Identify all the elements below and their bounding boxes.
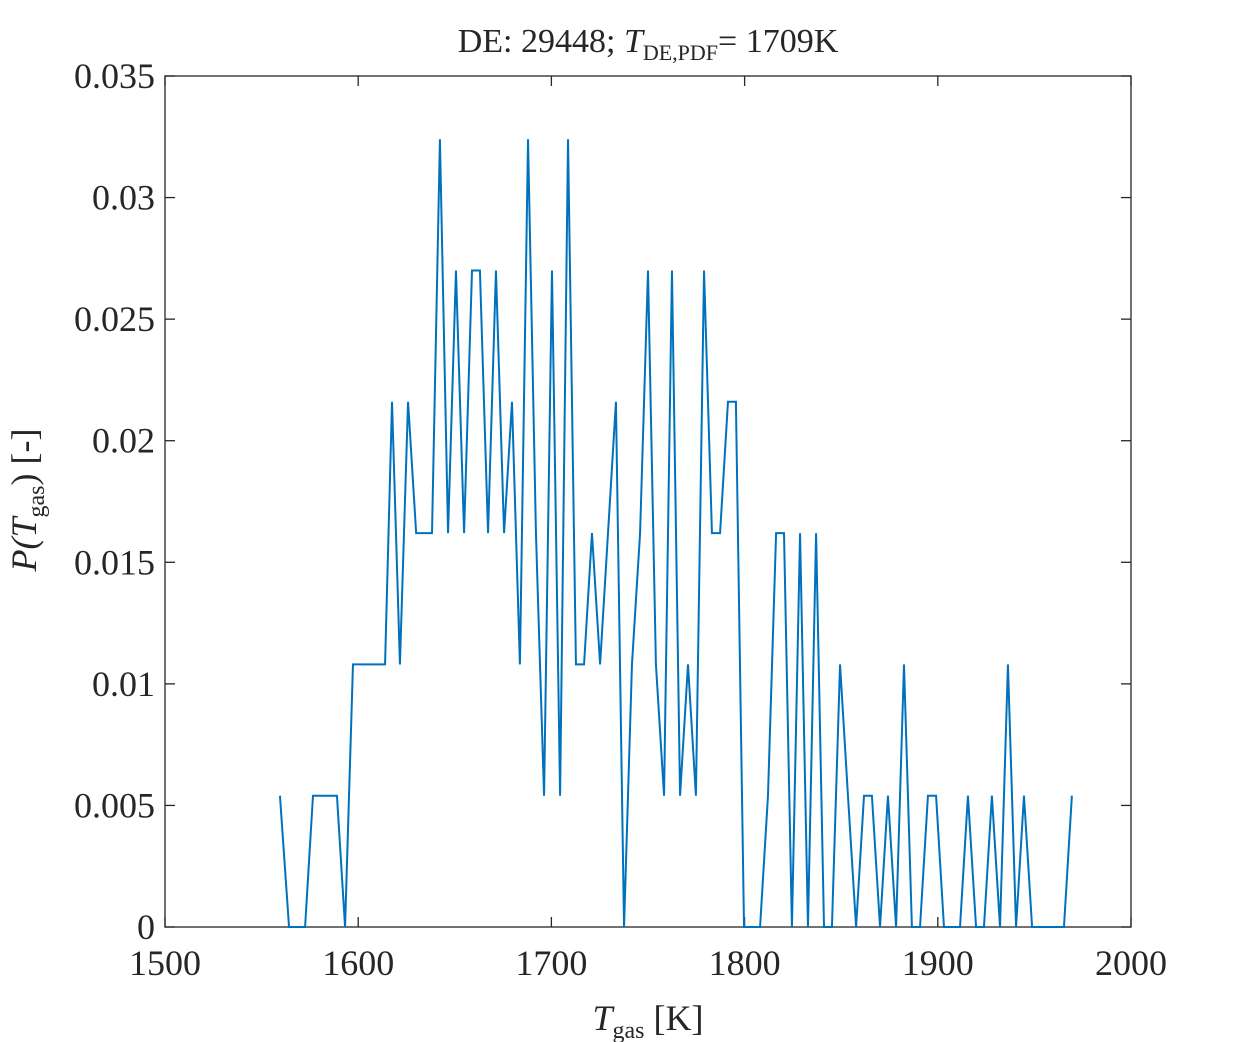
x-tick-label: 1600 <box>322 943 394 983</box>
plot-frame <box>164 75 1132 928</box>
y-tick-label: 0.015 <box>74 542 155 582</box>
x-tick-label: 2000 <box>1095 943 1167 983</box>
x-tick-label: 1800 <box>709 943 781 983</box>
y-tick-label: 0.03 <box>92 178 155 218</box>
y-axis-label: P(Tgas) [-] <box>4 429 50 573</box>
chart-title: DE: 29448; TDE,PDF= 1709K <box>458 23 839 65</box>
x-tick-label: 1900 <box>902 943 974 983</box>
data-line <box>278 139 1073 928</box>
x-tick-label: 1700 <box>515 943 587 983</box>
y-tick-label: 0.035 <box>74 56 155 96</box>
y-tick-label: 0.01 <box>92 664 155 704</box>
x-axis-label: Tgas [K] <box>592 998 703 1042</box>
y-tick-label: 0.025 <box>74 299 155 339</box>
x-tick-label: 1500 <box>129 943 201 983</box>
y-tick-label: 0.02 <box>92 421 155 461</box>
y-tick-label: 0 <box>137 907 155 947</box>
y-tick-label: 0.005 <box>74 785 155 825</box>
